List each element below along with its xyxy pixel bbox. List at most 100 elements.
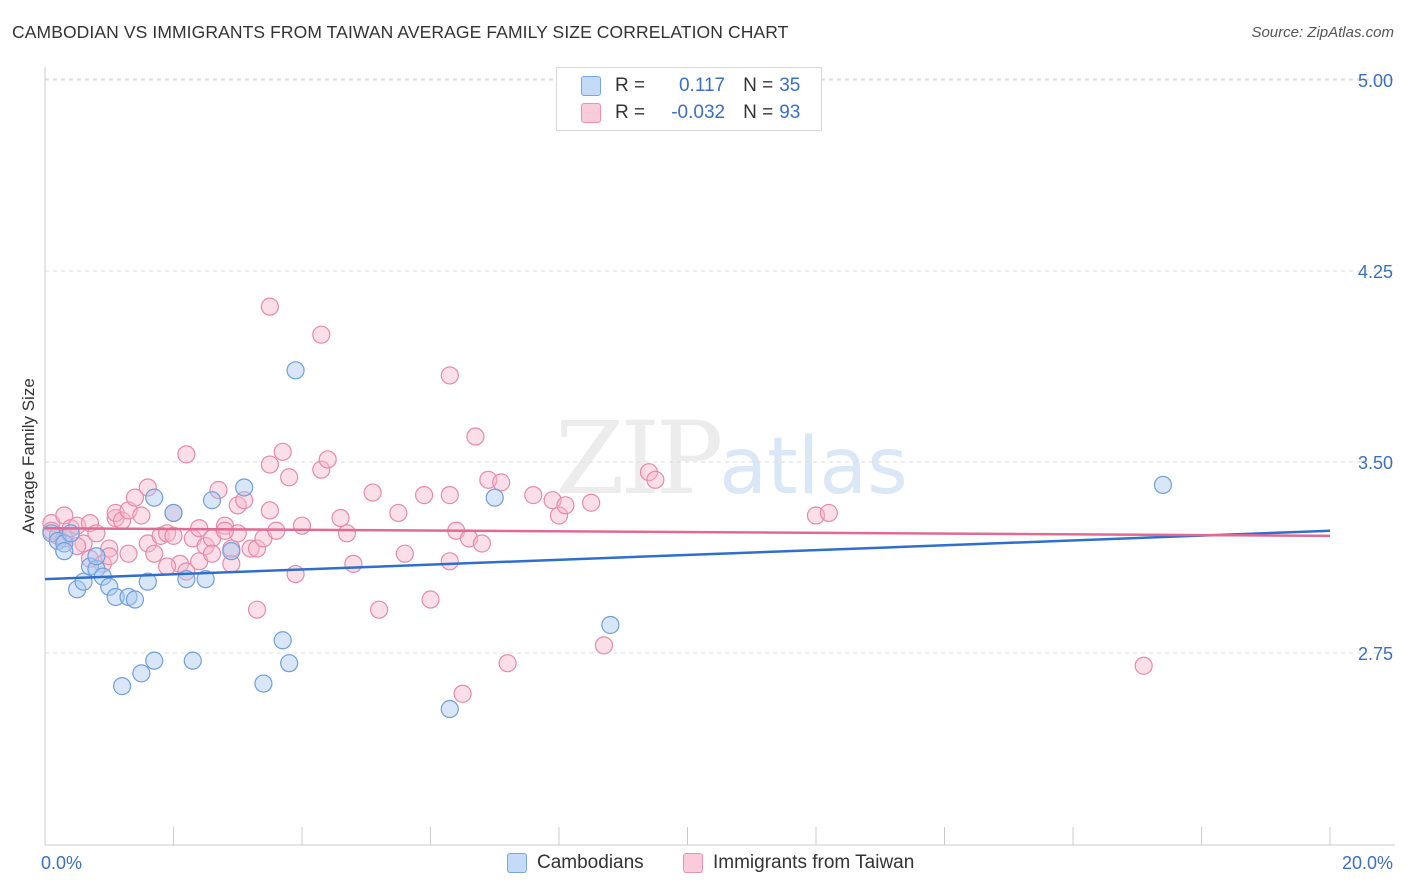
taiwan-point [247,600,267,619]
taiwan-point [202,544,222,563]
x-tick-label: 20.0% [1342,853,1393,873]
taiwan-point [312,325,331,344]
cambodian-point [440,699,459,719]
x-tick-label: 0.0% [41,853,82,873]
cambodian-point [145,651,164,670]
taiwan-point [440,486,459,505]
cambodian-point [1153,475,1173,495]
legend-label-taiwan: Immigrants from Taiwan [713,852,915,873]
legend-n-label: N = [743,102,774,123]
taiwan-point [421,590,440,609]
taiwan-point [556,496,575,515]
taiwan-point [492,473,511,492]
source-label: Source: ZipAtlas.com [1251,24,1394,41]
taiwan-point [157,557,177,576]
legend-r-label: R = [615,75,646,96]
cambodian-trendline [44,529,1331,581]
cambodian-point [87,547,106,566]
y-axis-label: Average Family Size [19,378,38,534]
taiwan-point [292,516,312,535]
taiwan-trendline [44,526,1331,538]
taiwan-point [1134,656,1153,675]
legend-n-label: N = [743,75,774,96]
taiwan-point [440,552,459,571]
taiwan-point [260,501,279,520]
taiwan-point [273,442,292,461]
cambodian-point [286,361,305,380]
legend-r-value: 0.117 [678,75,726,96]
taiwan-point [286,564,305,584]
legend-label-cambodians: Cambodians [537,852,644,873]
cambodian-point [280,654,299,673]
taiwan-point [819,503,838,523]
taiwan-point [395,544,414,563]
cambodian-point [138,572,157,591]
taiwan-point [363,483,382,502]
taiwan-point [260,455,279,474]
watermark-atlas: atlas [719,422,908,512]
cambodian-point [202,491,222,510]
taiwan-point [100,547,119,566]
cambodian-point [106,587,125,607]
cambodian-point [132,664,151,683]
cambodian-point [222,542,241,561]
taiwan-point [318,450,337,469]
legend-swatch-pink [683,853,703,873]
taiwan-point [370,600,389,619]
cambodian-point [196,570,215,589]
watermark: ZIPatlas [555,400,908,517]
y-tick-label: 4.25 [1358,262,1393,282]
cambodian-point [601,615,620,635]
taiwan-point [260,297,279,316]
legend-row-taiwan: R = -0.032 N = 93 [581,100,800,126]
taiwan-point [132,506,151,525]
chart-title: CAMBODIAN VS IMMIGRANTS FROM TAIWAN AVER… [12,22,789,42]
taiwan-point [119,544,138,563]
cambodian-point [100,577,119,596]
cambodian-point [112,677,132,696]
legend-swatch-blue [581,76,601,96]
cambodian-point [74,572,93,591]
taiwan-point [639,463,659,482]
taiwan-point [209,480,228,500]
taiwan-point [453,684,472,703]
taiwan-point [331,508,350,528]
taiwan-point [582,493,601,512]
taiwan-point [549,506,569,525]
legend-n-value: 93 [779,102,801,123]
legend-swatch-blue [507,853,527,873]
taiwan-point [125,488,145,507]
y-tick-label: 5.00 [1358,71,1393,91]
cambodian-point [183,651,202,670]
taiwan-point [164,526,183,545]
y-tick-label: 2.75 [1358,644,1393,664]
cambodian-point [125,590,145,609]
legend-n-value: 35 [779,75,801,96]
taiwan-point [440,366,459,385]
legend-row-cambodians: R = 0.117 N = 35 [581,73,800,99]
watermark-zip: ZIP [555,400,723,517]
taiwan-point [466,427,485,446]
legend-r-value: -0.032 [671,102,726,123]
legend-swatch-pink [581,103,601,123]
taiwan-point [524,486,543,505]
taiwan-point [337,524,357,543]
taiwan-point [344,554,363,573]
taiwan-point [280,468,299,487]
cambodian-point [68,580,87,599]
taiwan-point [235,491,254,510]
cambodian-point [55,534,74,553]
cambodian-point [55,542,74,561]
cambodian-point [254,674,273,693]
cambodian-point [145,488,164,507]
taiwan-point [414,486,434,505]
legend-item-cambodians: Cambodians [507,852,644,874]
y-tick-label: 3.50 [1358,453,1393,473]
legend-item-taiwan: Immigrants from Taiwan [683,852,914,874]
taiwan-point [177,445,196,464]
cambodian-point [235,478,254,497]
taiwan-point [646,470,665,489]
taiwan-point [312,460,331,479]
taiwan-point [247,539,267,558]
